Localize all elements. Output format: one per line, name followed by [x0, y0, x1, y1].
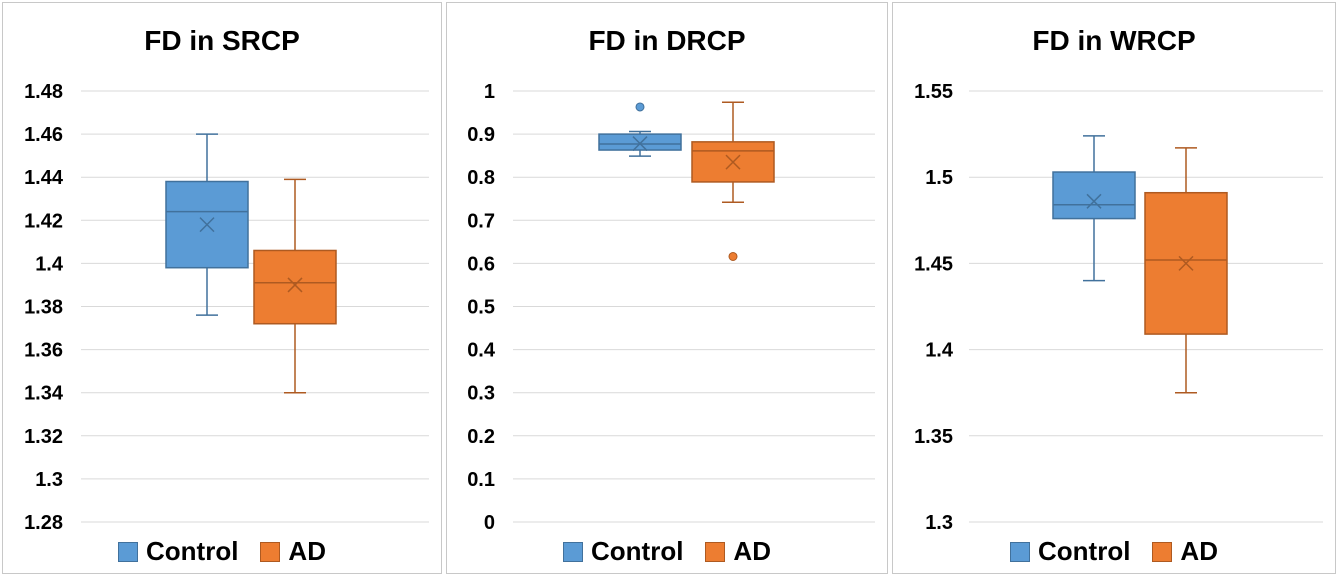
y-tick-label: 1.48: [24, 81, 63, 103]
legend-label: AD: [733, 536, 771, 566]
y-tick-label: 1.44: [24, 167, 64, 189]
y-tick-label: 1.3: [925, 512, 953, 534]
box-control: [1052, 171, 1136, 220]
y-tick-label: 0.7: [467, 210, 495, 232]
box-control: [598, 133, 682, 151]
panel-drcp: 0 0.1 0.2 0.3 0.4 0.5 0.6 0.7 0.8 0.9 1 FD in DRCP…: [446, 2, 888, 574]
mean-marker: [287, 277, 303, 293]
legend-swatch-ad: [1152, 541, 1173, 562]
legend: Control AD: [893, 536, 1335, 567]
legend-swatch-ad: [260, 541, 281, 562]
legend-item-control: Control: [118, 536, 238, 567]
y-tick-label: 1.5: [925, 167, 953, 189]
y-tick-label: 1.3: [35, 469, 63, 491]
y-tick-label: 1.42: [24, 210, 63, 232]
y-tick-label: 1.28: [24, 512, 63, 534]
legend-item-ad: AD: [1152, 536, 1218, 567]
y-tick-label: 0.9: [467, 124, 495, 146]
legend-swatch-ad: [705, 541, 726, 562]
chart-title: FD in WRCP: [1032, 25, 1196, 56]
y-tick-label: 1: [484, 81, 495, 103]
mean-marker: [632, 136, 648, 152]
plot-drcp: 0 0.1 0.2 0.3 0.4 0.5 0.6 0.7 0.8 0.9 1: [467, 81, 875, 534]
mean-marker: [1178, 255, 1194, 271]
legend-label: Control: [146, 536, 239, 566]
chart-title: FD in SRCP: [144, 25, 300, 56]
legend: Control AD: [3, 536, 441, 567]
legend-item-ad: AD: [705, 536, 771, 567]
legend-label: Control: [591, 536, 684, 566]
mean-marker: [199, 217, 215, 233]
y-tick-label: 1.4: [925, 340, 954, 362]
box-ad: [253, 249, 337, 325]
legend: Control AD: [447, 536, 887, 567]
outlier-point: [728, 252, 738, 262]
y-tick-label: 0.1: [467, 469, 495, 491]
legend-item-ad: AD: [260, 536, 326, 567]
y-tick-label: 0.2: [467, 426, 495, 448]
y-tick-label: 1.38: [24, 297, 63, 319]
legend-swatch-control: [563, 541, 583, 562]
legend-swatch-control: [1010, 541, 1030, 562]
y-tick-label: 0.8: [467, 167, 495, 189]
y-tick-label: 1.36: [24, 340, 63, 362]
y-tick-label: 1.46: [24, 124, 63, 146]
mean-marker: [1086, 193, 1102, 209]
y-tick-label: 1.45: [914, 253, 953, 275]
y-tick-label: 1.32: [24, 426, 63, 448]
chart-title: FD in DRCP: [588, 25, 746, 56]
y-tick-label: 0.3: [467, 383, 495, 405]
panel-srcp: 1.28 1.3 1.32 1.34 1.36 1.38 1.4 1.42 1.44 1.46 1.…: [2, 2, 442, 574]
legend-item-control: Control: [563, 536, 683, 567]
y-tick-label: 0: [484, 512, 495, 534]
y-tick-label: 1.4: [35, 253, 64, 275]
y-tick-label: 1.55: [914, 81, 953, 103]
plot-wrcp: 1.3 1.35 1.4 1.45 1.5 1.55: [914, 81, 1323, 534]
y-tick-label: 0.5: [467, 297, 495, 319]
legend-label: AD: [288, 536, 326, 566]
legend-label: Control: [1038, 536, 1131, 566]
outlier-point: [635, 102, 645, 112]
y-tick-label: 1.34: [24, 383, 64, 405]
legend-swatch-control: [118, 541, 138, 562]
mean-marker: [725, 154, 741, 170]
panel-wrcp: 1.3 1.35 1.4 1.45 1.5 1.55 FD in WRCP Control…: [892, 2, 1336, 574]
y-tick-label: 0.6: [467, 253, 495, 275]
legend-item-control: Control: [1010, 536, 1130, 567]
legend-label: AD: [1180, 536, 1218, 566]
y-tick-label: 0.4: [467, 340, 496, 362]
y-tick-label: 1.35: [914, 426, 953, 448]
plot-srcp: 1.28 1.3 1.32 1.34 1.36 1.38 1.4 1.42 1.44 1.46 1.…: [24, 81, 429, 534]
